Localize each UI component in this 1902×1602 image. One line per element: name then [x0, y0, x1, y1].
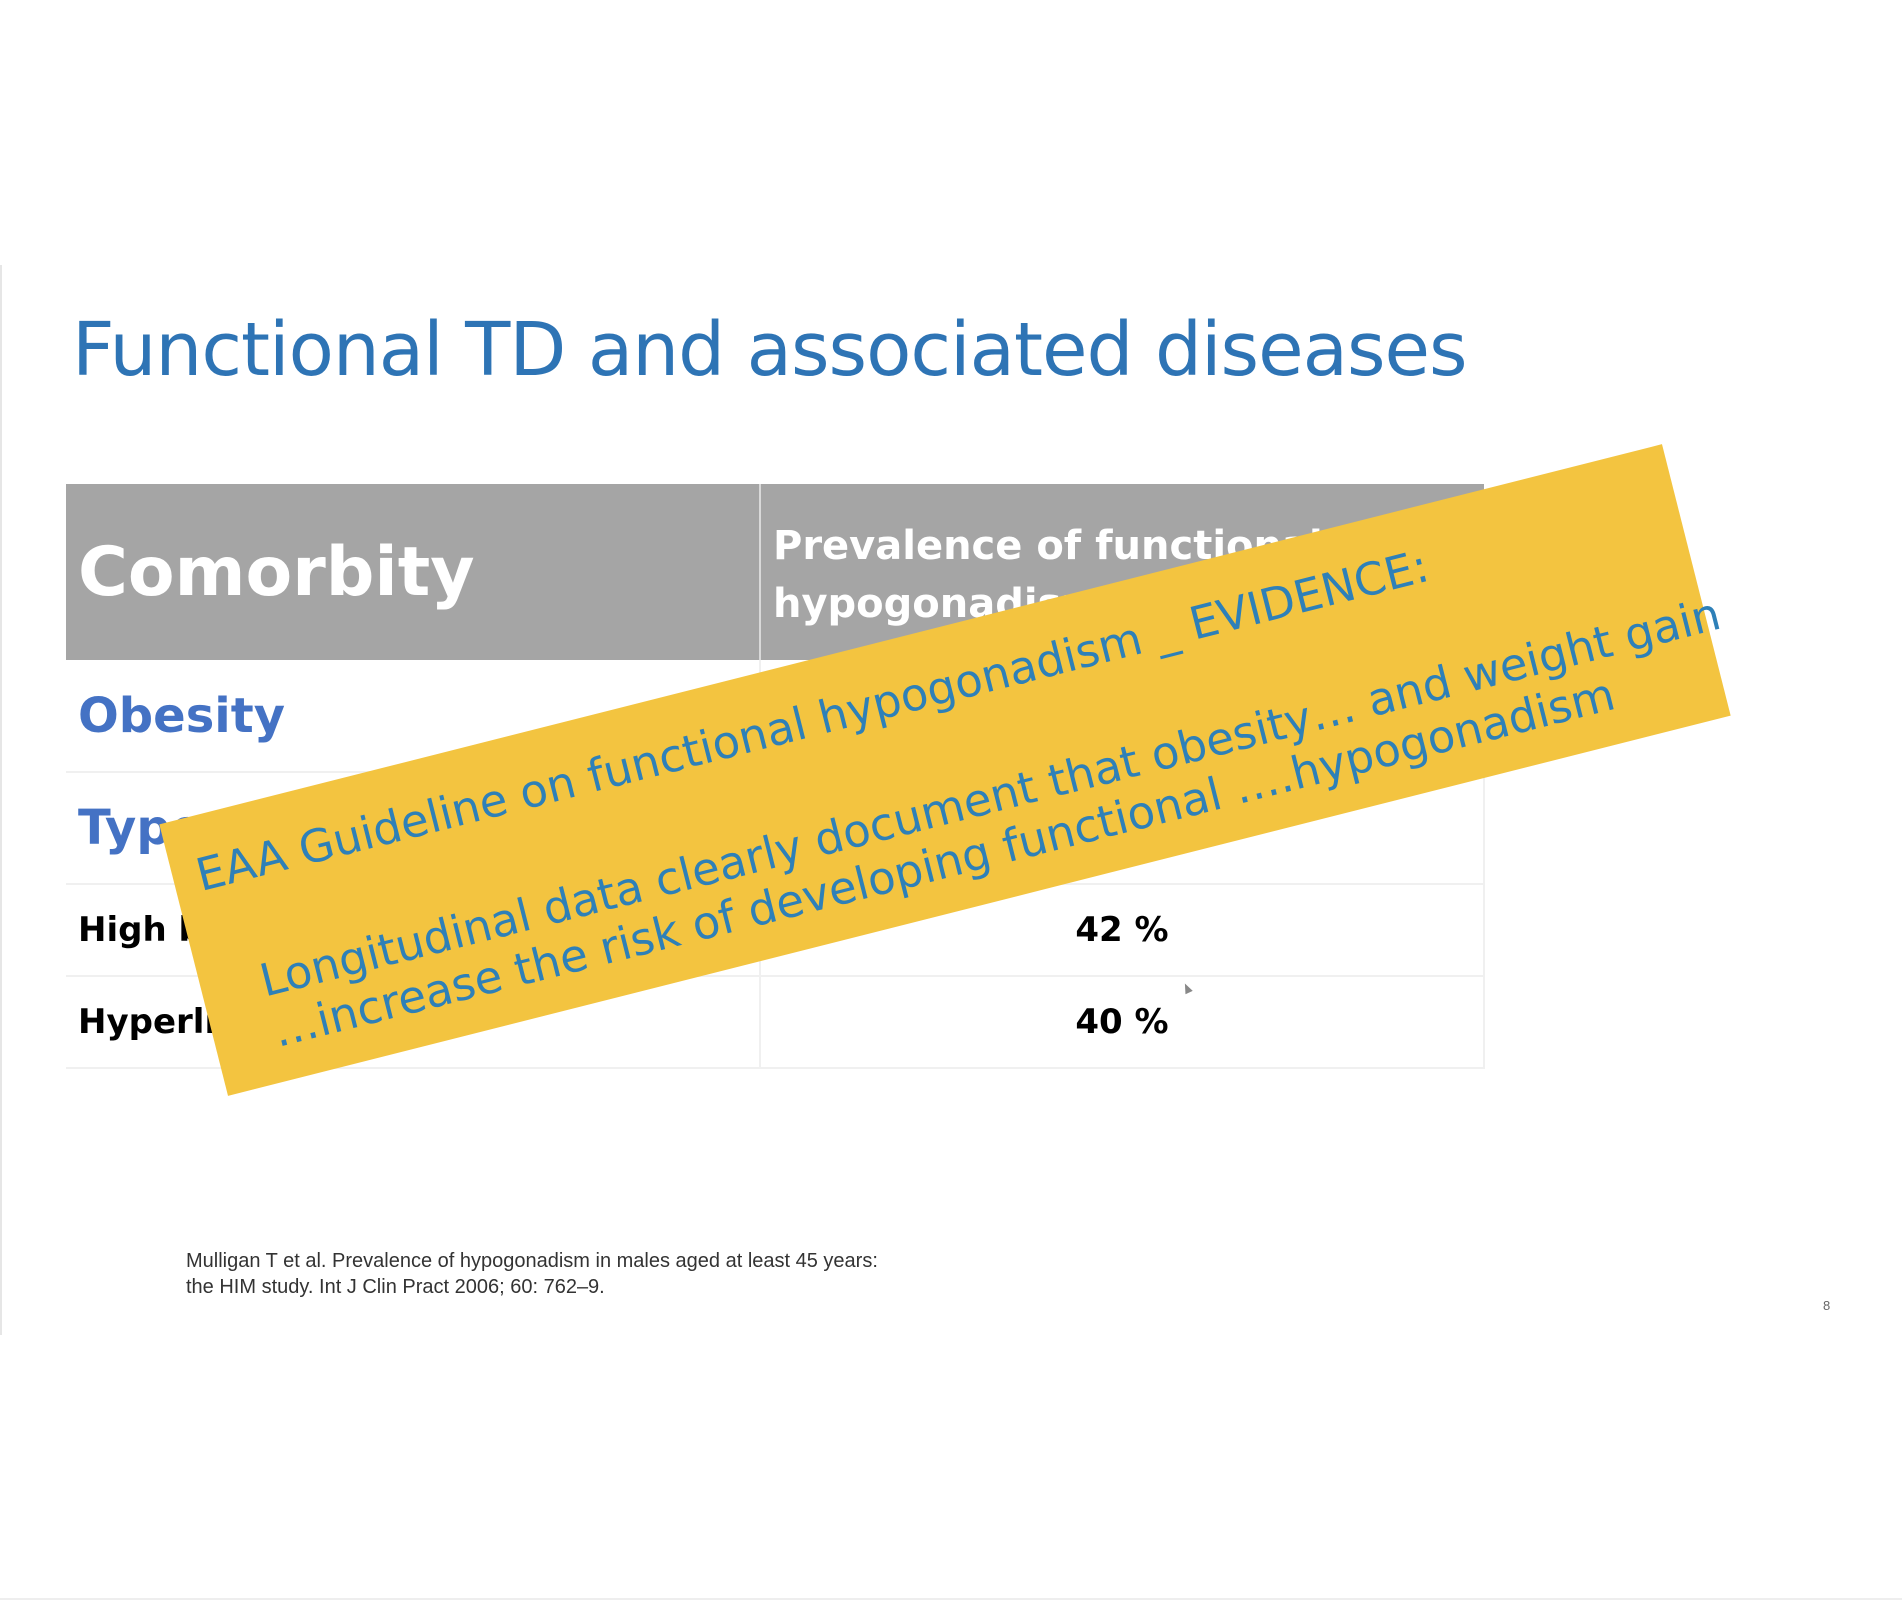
citation-line: Mulligan T et al. Prevalence of hypogona…: [186, 1250, 878, 1272]
row-value-hyperlipidemia: 40 %: [760, 976, 1485, 1069]
slide-title: Functional TD and associated diseases: [72, 307, 1468, 393]
table-row: Hyperlipi 40 %: [66, 976, 1485, 1069]
header-comorbidity: Comorbity: [66, 484, 761, 660]
citation: Mulligan T et al. Prevalence of hypogona…: [186, 1248, 878, 1300]
table-header-row: Comorbity Prevalence of functional hypog…: [66, 484, 1484, 660]
citation-line: the HIM study. Int J Clin Pract 2006; 60…: [186, 1276, 605, 1298]
bottom-divider: [0, 1598, 1902, 1600]
page-number: 8: [1823, 1298, 1831, 1313]
